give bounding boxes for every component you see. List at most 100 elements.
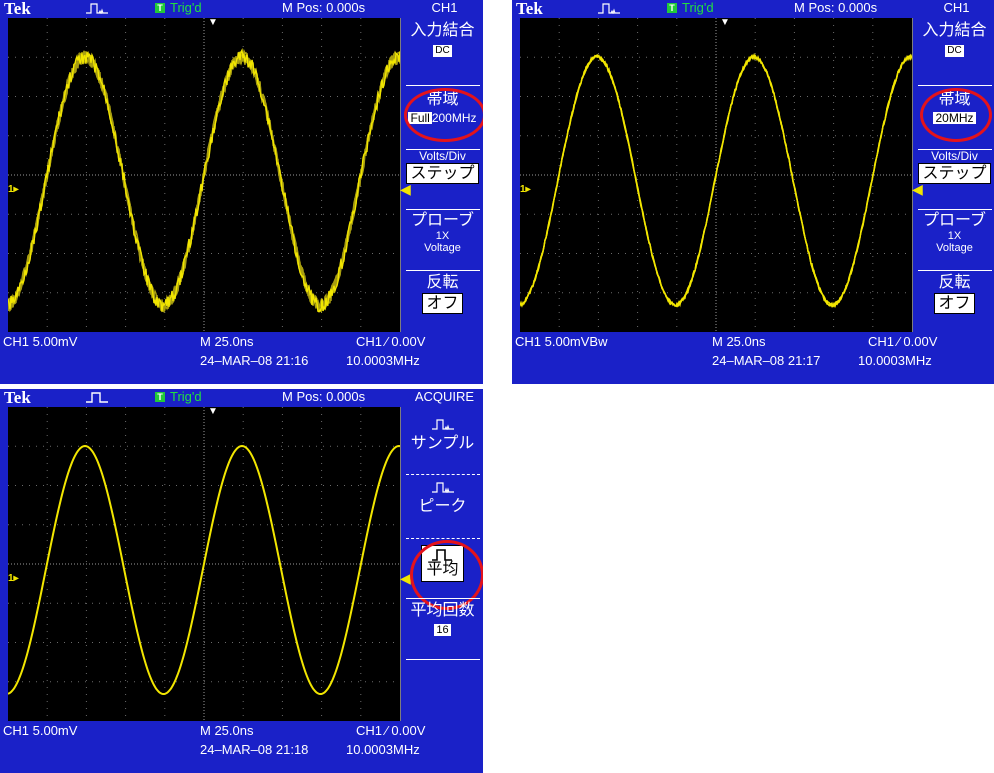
waveform-trace <box>8 444 400 695</box>
divider <box>918 270 992 271</box>
waveform-trace <box>520 53 912 309</box>
volts-div-label: Volts/Div <box>931 149 978 163</box>
readout-bar: CH1 5.00mV M 25.0ns CH1 ⁄ 0.00V 24–MAR–0… <box>0 334 483 384</box>
trigger-status: Trig'd <box>170 389 202 404</box>
volts-div-label: Volts/Div <box>419 149 466 163</box>
highlight-circle <box>410 540 483 610</box>
coupling-label: 入力結合 <box>922 22 987 39</box>
probe-label: プローブ <box>922 212 987 229</box>
trigger-position-marker: ▼ <box>720 17 730 28</box>
menu-item-sample[interactable]: サンプル <box>402 417 483 453</box>
invert-label: 反転 <box>938 274 971 291</box>
probe-attenuation: 1X <box>435 230 450 242</box>
menu-title: ACQUIRE <box>414 389 475 404</box>
horizontal-position: M Pos: 0.000s <box>282 0 366 15</box>
sample-mode-icon <box>86 3 108 14</box>
trigger-level-marker: ◀ <box>400 181 411 197</box>
peak-label: ピーク <box>418 498 467 515</box>
brand-logo: Tek <box>4 389 31 407</box>
menu-item-coupling[interactable]: 入力結合 DC <box>914 22 994 58</box>
timebase: M 25.0ns <box>712 334 766 349</box>
divider <box>406 538 480 539</box>
side-menu: 入力結合 DC 帯域 Full 200MHz Volts/Div ステップ プロー… <box>402 18 483 332</box>
trigger-icon: T <box>155 392 165 402</box>
coupling-label: 入力結合 <box>410 22 475 39</box>
trigger-position-marker: ▼ <box>208 17 218 28</box>
average-count-label: 平均回数 <box>410 602 475 619</box>
trigger-readout: CH1 ⁄ 0.00V <box>356 723 426 738</box>
menu-item-probe[interactable]: プローブ 1X Voltage <box>402 212 483 254</box>
highlight-circle <box>920 88 992 142</box>
probe-type: Voltage <box>936 242 973 254</box>
waveform-display: ▼ 1▸ ◀ <box>520 17 923 332</box>
divider <box>918 85 992 86</box>
readout-bar: CH1 5.00mVBw M 25.0ns CH1 ⁄ 0.00V 24–MAR… <box>512 334 994 384</box>
frequency-readout: 10.0003MHz <box>346 353 420 368</box>
frequency-readout: 10.0003MHz <box>858 353 932 368</box>
divider <box>406 659 480 660</box>
ch1-ground-marker: 1▸ <box>8 184 19 195</box>
coupling-value: DC <box>433 45 452 57</box>
divider <box>406 85 480 86</box>
sample-mode-icon <box>431 419 454 431</box>
oscilloscope-screen-average-mode: Tek T Trig'd M Pos: 0.000s ACQUIRE ▼ 1▸ … <box>0 389 483 773</box>
trigger-status: Trig'd <box>682 0 714 15</box>
brand-logo: Tek <box>516 0 543 18</box>
waveform-path <box>8 47 400 313</box>
menu-item-invert[interactable]: 反転 オフ <box>914 274 994 314</box>
oscilloscope-screen-20mhz-bandwidth: Tek T Trig'd M Pos: 0.000s CH1 ▼ 1▸ ◀ 入力… <box>512 0 994 384</box>
channel-scale: CH1 5.00mV <box>3 334 78 349</box>
average-count-value: 16 <box>434 624 451 636</box>
coupling-value: DC <box>945 45 964 57</box>
divider <box>406 149 480 150</box>
frequency-readout: 10.0003MHz <box>346 742 420 757</box>
sample-mode-icon <box>598 3 620 14</box>
horizontal-position: M Pos: 0.000s <box>282 389 366 404</box>
divider <box>918 209 992 210</box>
menu-title: CH1 <box>943 0 970 15</box>
readout-bar: CH1 5.00mV M 25.0ns CH1 ⁄ 0.00V 24–MAR–0… <box>0 723 483 773</box>
menu-title: CH1 <box>431 0 458 15</box>
sample-label: サンプル <box>410 435 475 452</box>
waveform-display: ▼ 1▸ ◀ <box>8 406 411 721</box>
channel-scale: CH1 5.00mV <box>3 723 78 738</box>
menu-item-invert[interactable]: 反転 オフ <box>402 274 483 314</box>
divider <box>406 474 480 475</box>
trigger-status: Trig'd <box>170 0 202 15</box>
probe-type: Voltage <box>424 242 461 254</box>
date-time: 24–MAR–08 21:16 <box>200 353 309 368</box>
trigger-icon: T <box>667 3 677 13</box>
peak-detect-icon <box>431 482 454 494</box>
status-bar: Tek T Trig'd M Pos: 0.000s ACQUIRE <box>0 389 483 407</box>
invert-value: オフ <box>422 293 463 314</box>
average-mode-icon <box>86 392 108 403</box>
trigger-level-marker: ◀ <box>400 570 411 586</box>
menu-item-volts-div[interactable]: Volts/Div ステップ <box>914 150 994 184</box>
waveform-path <box>8 50 400 313</box>
date-time: 24–MAR–08 21:17 <box>712 353 821 368</box>
divider <box>406 209 480 210</box>
oscilloscope-screen-full-bandwidth: Tek T Trig'd M Pos: 0.000s CH1 ▼ 1▸ ◀ 入力… <box>0 0 483 384</box>
brand-logo: Tek <box>4 0 31 18</box>
status-bar: Tek T Trig'd M Pos: 0.000s CH1 <box>0 0 483 18</box>
timebase: M 25.0ns <box>200 723 254 738</box>
menu-item-probe[interactable]: プローブ 1X Voltage <box>914 212 994 254</box>
trigger-readout: CH1 ⁄ 0.00V <box>868 334 938 349</box>
probe-label: プローブ <box>410 212 475 229</box>
trigger-position-marker: ▼ <box>208 406 218 417</box>
timebase: M 25.0ns <box>200 334 254 349</box>
invert-label: 反転 <box>426 274 459 291</box>
menu-item-peak[interactable]: ピーク <box>402 480 483 516</box>
menu-item-coupling[interactable]: 入力結合 DC <box>402 22 483 58</box>
divider <box>406 598 480 599</box>
trigger-icon: T <box>155 3 165 13</box>
volts-div-value: ステップ <box>918 163 991 184</box>
menu-item-average-count[interactable]: 平均回数 16 <box>402 602 483 638</box>
date-time: 24–MAR–08 21:18 <box>200 742 309 757</box>
waveform-path <box>520 53 912 309</box>
volts-div-value: ステップ <box>406 163 479 184</box>
waveform-path <box>8 444 400 695</box>
highlight-circle <box>404 88 483 142</box>
menu-item-volts-div[interactable]: Volts/Div ステップ <box>402 150 483 184</box>
status-bar: Tek T Trig'd M Pos: 0.000s CH1 <box>512 0 994 18</box>
